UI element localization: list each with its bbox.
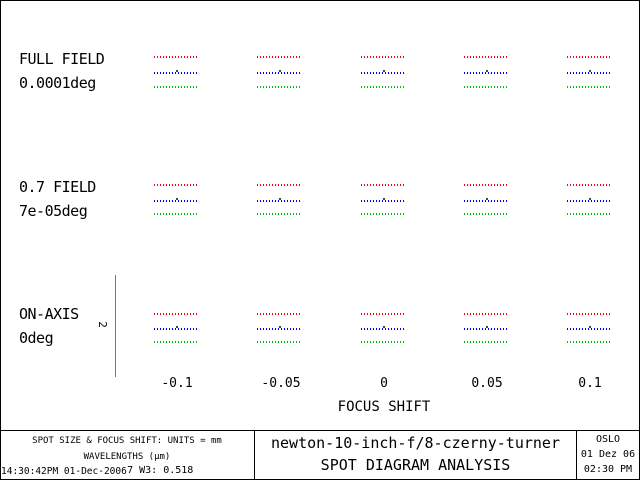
spot-diagram <box>567 326 613 330</box>
spot-diagram <box>257 313 303 315</box>
chief-ray-marker <box>176 326 178 328</box>
spot-diagram <box>567 56 613 58</box>
chief-ray-marker <box>383 326 385 328</box>
x-axis-label: FOCUS SHIFT <box>337 399 431 415</box>
spot-diagram <box>567 86 613 88</box>
chief-ray-marker <box>279 70 281 72</box>
chief-ray-marker <box>383 198 385 200</box>
spot-diagram <box>567 198 613 202</box>
spot-diagram <box>464 213 510 215</box>
field-angle: 7e-05deg <box>19 202 88 220</box>
field-angle: 0.0001deg <box>19 74 96 92</box>
footer-divider <box>576 430 577 479</box>
spot-diagram <box>464 184 510 186</box>
timestamp: 14:30:42PM 01-Dec-2006 <box>1 466 127 477</box>
field-angle: 0deg <box>19 329 54 347</box>
spot-diagram <box>567 213 613 215</box>
chief-ray-marker <box>589 326 591 328</box>
spot-diagram <box>257 213 303 215</box>
spot-diagram <box>257 184 303 186</box>
spot-diagram <box>257 70 303 74</box>
spot-diagram <box>361 313 407 315</box>
spot-diagram <box>154 56 200 58</box>
chief-ray-marker <box>589 70 591 72</box>
focus-tick-2: 0 <box>380 376 388 391</box>
field-label-07: 0.7 FIELD 7e-05deg <box>19 175 96 223</box>
chief-ray-marker <box>279 326 281 328</box>
field-name: 0.7 FIELD <box>19 178 96 196</box>
spot-diagram <box>464 341 510 343</box>
spot-diagram <box>567 341 613 343</box>
spot-diagram <box>154 341 200 343</box>
spot-diagram <box>361 198 407 202</box>
chief-ray-marker <box>176 70 178 72</box>
field-label-full: FULL FIELD 0.0001deg <box>19 47 105 95</box>
scale-label: 2 <box>95 321 109 328</box>
units-text: SPOT SIZE & FOCUS SHIFT: UNITS = mm <box>32 436 222 446</box>
focus-tick-4: 0.1 <box>578 376 602 391</box>
spot-diagram <box>361 213 407 215</box>
spot-diagram <box>361 326 407 330</box>
spot-diagram <box>257 326 303 330</box>
report-time: 02:30 PM <box>583 464 633 475</box>
spot-diagram <box>154 198 200 202</box>
footer-divider <box>254 430 255 479</box>
chief-ray-marker <box>279 198 281 200</box>
field-label-onaxis: ON-AXIS 0deg <box>19 302 79 350</box>
chief-ray-marker <box>383 70 385 72</box>
chief-ray-marker <box>176 198 178 200</box>
spot-diagram <box>154 313 200 315</box>
spot-diagram <box>154 326 200 330</box>
wave-values: 0.517 W3: 0.518 <box>103 465 194 476</box>
report-date: 01 Dez 06 <box>580 449 636 460</box>
program-name: OSLO <box>595 434 621 445</box>
spot-diagram <box>257 198 303 202</box>
spot-diagram <box>464 313 510 315</box>
spot-diagram <box>257 86 303 88</box>
scale-bar <box>115 275 116 377</box>
spot-diagram <box>257 56 303 58</box>
spot-diagram <box>464 326 510 330</box>
spot-diagram <box>567 313 613 315</box>
spot-diagram <box>464 86 510 88</box>
report-title: SPOT DIAGRAM ANALYSIS <box>320 456 511 474</box>
focus-tick-3: 0.05 <box>471 376 503 391</box>
spot-diagram <box>361 341 407 343</box>
spot-diagram <box>464 198 510 202</box>
field-name: FULL FIELD <box>19 50 105 68</box>
spot-diagram <box>154 213 200 215</box>
spot-diagram <box>567 70 613 74</box>
spot-diagram <box>154 86 200 88</box>
spot-diagram <box>257 341 303 343</box>
spot-diagram <box>464 56 510 58</box>
chief-ray-marker <box>486 198 488 200</box>
spot-diagram <box>361 56 407 58</box>
chief-ray-marker <box>486 326 488 328</box>
spot-diagram <box>154 184 200 186</box>
spot-diagram <box>567 184 613 186</box>
spot-diagram <box>361 184 407 186</box>
chief-ray-marker <box>589 198 591 200</box>
spot-diagram <box>361 70 407 74</box>
focus-tick-0: -0.1 <box>161 376 193 391</box>
spot-diagram <box>464 70 510 74</box>
chief-ray-marker <box>486 70 488 72</box>
wavelengths-text: WAVELENGTHS (µm) <box>83 452 171 462</box>
focus-tick-1: -0.05 <box>261 376 301 391</box>
field-name: ON-AXIS <box>19 305 79 323</box>
lens-name: newton-10-inch-f/8-czerny-turner <box>271 434 560 452</box>
spot-diagram <box>154 70 200 74</box>
spot-diagram <box>361 86 407 88</box>
